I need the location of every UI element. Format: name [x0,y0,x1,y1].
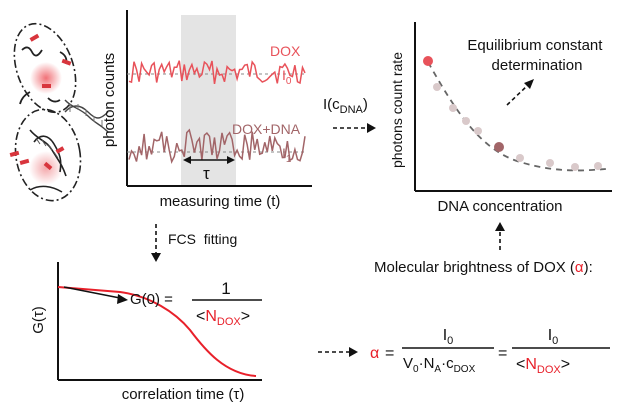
intensity-label: I(cDNA) [323,96,368,116]
correlation-y-axis-label: G(τ) [30,306,47,334]
brightness-panel: Molecular brightness of DOX (α): α = I0 … [318,259,610,376]
dox-dna-volume [9,108,82,202]
correlation-curve [57,286,257,377]
tau-arrowhead-left [183,156,191,164]
equals-sign: = [385,345,394,362]
i1-label: I1 [282,145,292,165]
equilibrium-annotation: Equilibrium constant determination [467,37,606,74]
g0-denominator: <NDOX> [196,308,250,328]
trace-panel: τ DOX I0 DOX+DNA I1 photon counts measur… [101,10,312,210]
tau-label: τ [203,164,210,183]
correlation-panel: G(τ) correlation time (τ) G(0) = 1 <NDOX… [30,262,262,403]
g0-pointer-arrow [63,286,121,299]
dox-dna-trace-label: DOX+DNA [232,121,301,137]
correlation-x-axis-label: correlation time (τ) [122,386,245,403]
formula-numerator-2: I0 [548,327,559,347]
titration-x-axis-label: DNA concentration [437,198,562,215]
molecule-illustration [9,22,109,202]
equilibrium-arrowhead [524,79,534,89]
brightness-entry-arrowhead [349,347,358,357]
g0-numerator: 1 [221,279,230,298]
fcs-arrowhead [151,253,161,262]
g0-label: G(0) = [130,291,173,308]
titration-point [494,142,504,152]
trace-x-axis-label: measuring time (t) [160,193,281,210]
free-dox-volume [13,22,77,114]
dna-helix-icon [64,99,109,133]
brightness-title: Molecular brightness of DOX (α): [374,259,593,276]
brightness-flow [495,222,505,250]
dox-trace-label: DOX [270,43,301,59]
titration-y-axis-label: photons count rate [389,52,405,168]
titration-point [423,56,433,66]
equals-sign-2: = [498,345,507,362]
dox-trace-line [128,60,306,85]
equilibrium-arrow [506,84,529,106]
titration-point [462,117,470,125]
intensity-flow: I(cDNA) [323,96,376,133]
fcs-flow: FCS fitting [151,224,237,262]
titration-point [516,154,524,162]
titration-point [571,163,579,171]
titration-fit-curve [427,61,607,172]
g0-pointer-arrowhead [117,294,128,304]
titration-point [474,127,482,135]
trace-y-axis-label: photon counts [101,53,118,147]
fcs-label: FCS fitting [168,231,237,247]
alpha-symbol: α [370,345,379,362]
brightness-arrowhead [495,222,505,231]
titration-point [449,104,457,112]
tau-arrowhead-right [227,156,235,164]
formula-numerator-1: I0 [443,327,454,347]
formula-denominator-2: <NDOX> [516,356,570,376]
titration-point [546,159,554,167]
titration-point [594,162,602,170]
intensity-arrowhead [367,123,376,133]
titration-point [433,83,441,91]
dox-dna-trace-line [128,128,306,164]
titration-panel: photons count rate DNA concentration Equ… [389,22,612,215]
i0-label: I0 [282,67,292,87]
formula-denominator-1: V0·NA·cDOX [403,355,476,375]
